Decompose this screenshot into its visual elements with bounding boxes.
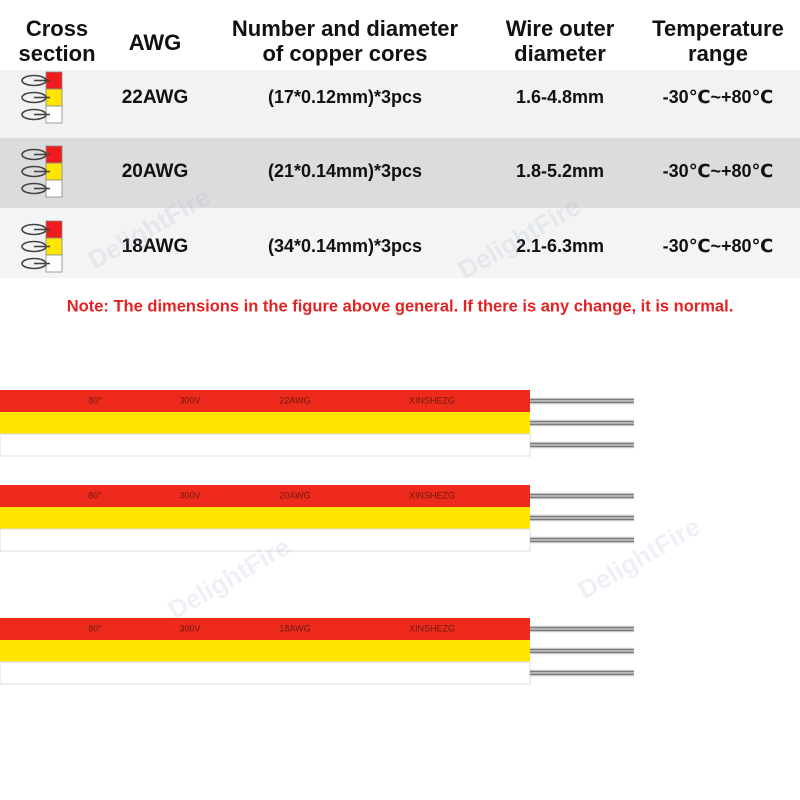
column-header: section: [18, 41, 95, 66]
table-cell: -30℃~+80℃: [663, 236, 774, 256]
table-cell: 1.8-5.2mm: [516, 161, 604, 181]
wire-print: 80°: [88, 623, 102, 633]
wire-print: 300V: [179, 490, 200, 500]
wire-strand: [0, 661, 531, 685]
wire-print: XINSHEZG: [409, 395, 455, 405]
row-band: [0, 70, 800, 138]
column-header: Wire outer: [506, 16, 615, 41]
note: Note: The dimensions in the figure above…: [67, 297, 734, 315]
wire-strand: [0, 485, 530, 507]
table-cell: -30℃~+80℃: [663, 87, 774, 107]
wire-print: 300V: [179, 395, 200, 405]
wire-strand: [0, 507, 530, 529]
column-header: Number and diameter: [232, 16, 459, 41]
wire-print: 300V: [179, 623, 200, 633]
wire-strand: [0, 412, 530, 434]
table-cell: -30℃~+80℃: [663, 161, 774, 181]
wire-print: XINSHEZG: [409, 623, 455, 633]
wire-print: 80°: [88, 490, 102, 500]
wire-print: 80°: [88, 395, 102, 405]
wire-print: XINSHEZG: [409, 490, 455, 500]
wire-print: 20AWG: [279, 490, 310, 500]
column-header: range: [688, 41, 748, 66]
table-cell: (34*0.14mm)*3pcs: [268, 236, 422, 256]
column-header: AWG: [129, 30, 182, 55]
column-header: Temperature: [652, 16, 784, 41]
table-cell: 22AWG: [122, 87, 189, 108]
table-cell: (17*0.12mm)*3pcs: [268, 87, 422, 107]
table-cell: 2.1-6.3mm: [516, 236, 604, 256]
wire-strand: [0, 618, 530, 640]
cross-section-icon: [21, 145, 63, 198]
column-header: Cross: [26, 16, 88, 41]
cross-section-icon: [21, 220, 63, 273]
table-cell: 20AWG: [122, 161, 189, 182]
column-header: diameter: [514, 41, 606, 66]
table-cell: (21*0.14mm)*3pcs: [268, 161, 422, 181]
wire-strand: [0, 390, 530, 412]
row-band: [0, 208, 800, 278]
row-band: [0, 138, 800, 208]
cross-section-icon: [21, 71, 63, 124]
table-cell: 18AWG: [122, 236, 189, 257]
wire-strand: [0, 640, 530, 662]
wire-print: 18AWG: [279, 623, 310, 633]
wire-print: 22AWG: [279, 395, 310, 405]
wire-strand: [0, 433, 531, 457]
column-header: of copper cores: [262, 41, 427, 66]
table-cell: 1.6-4.8mm: [516, 87, 604, 107]
